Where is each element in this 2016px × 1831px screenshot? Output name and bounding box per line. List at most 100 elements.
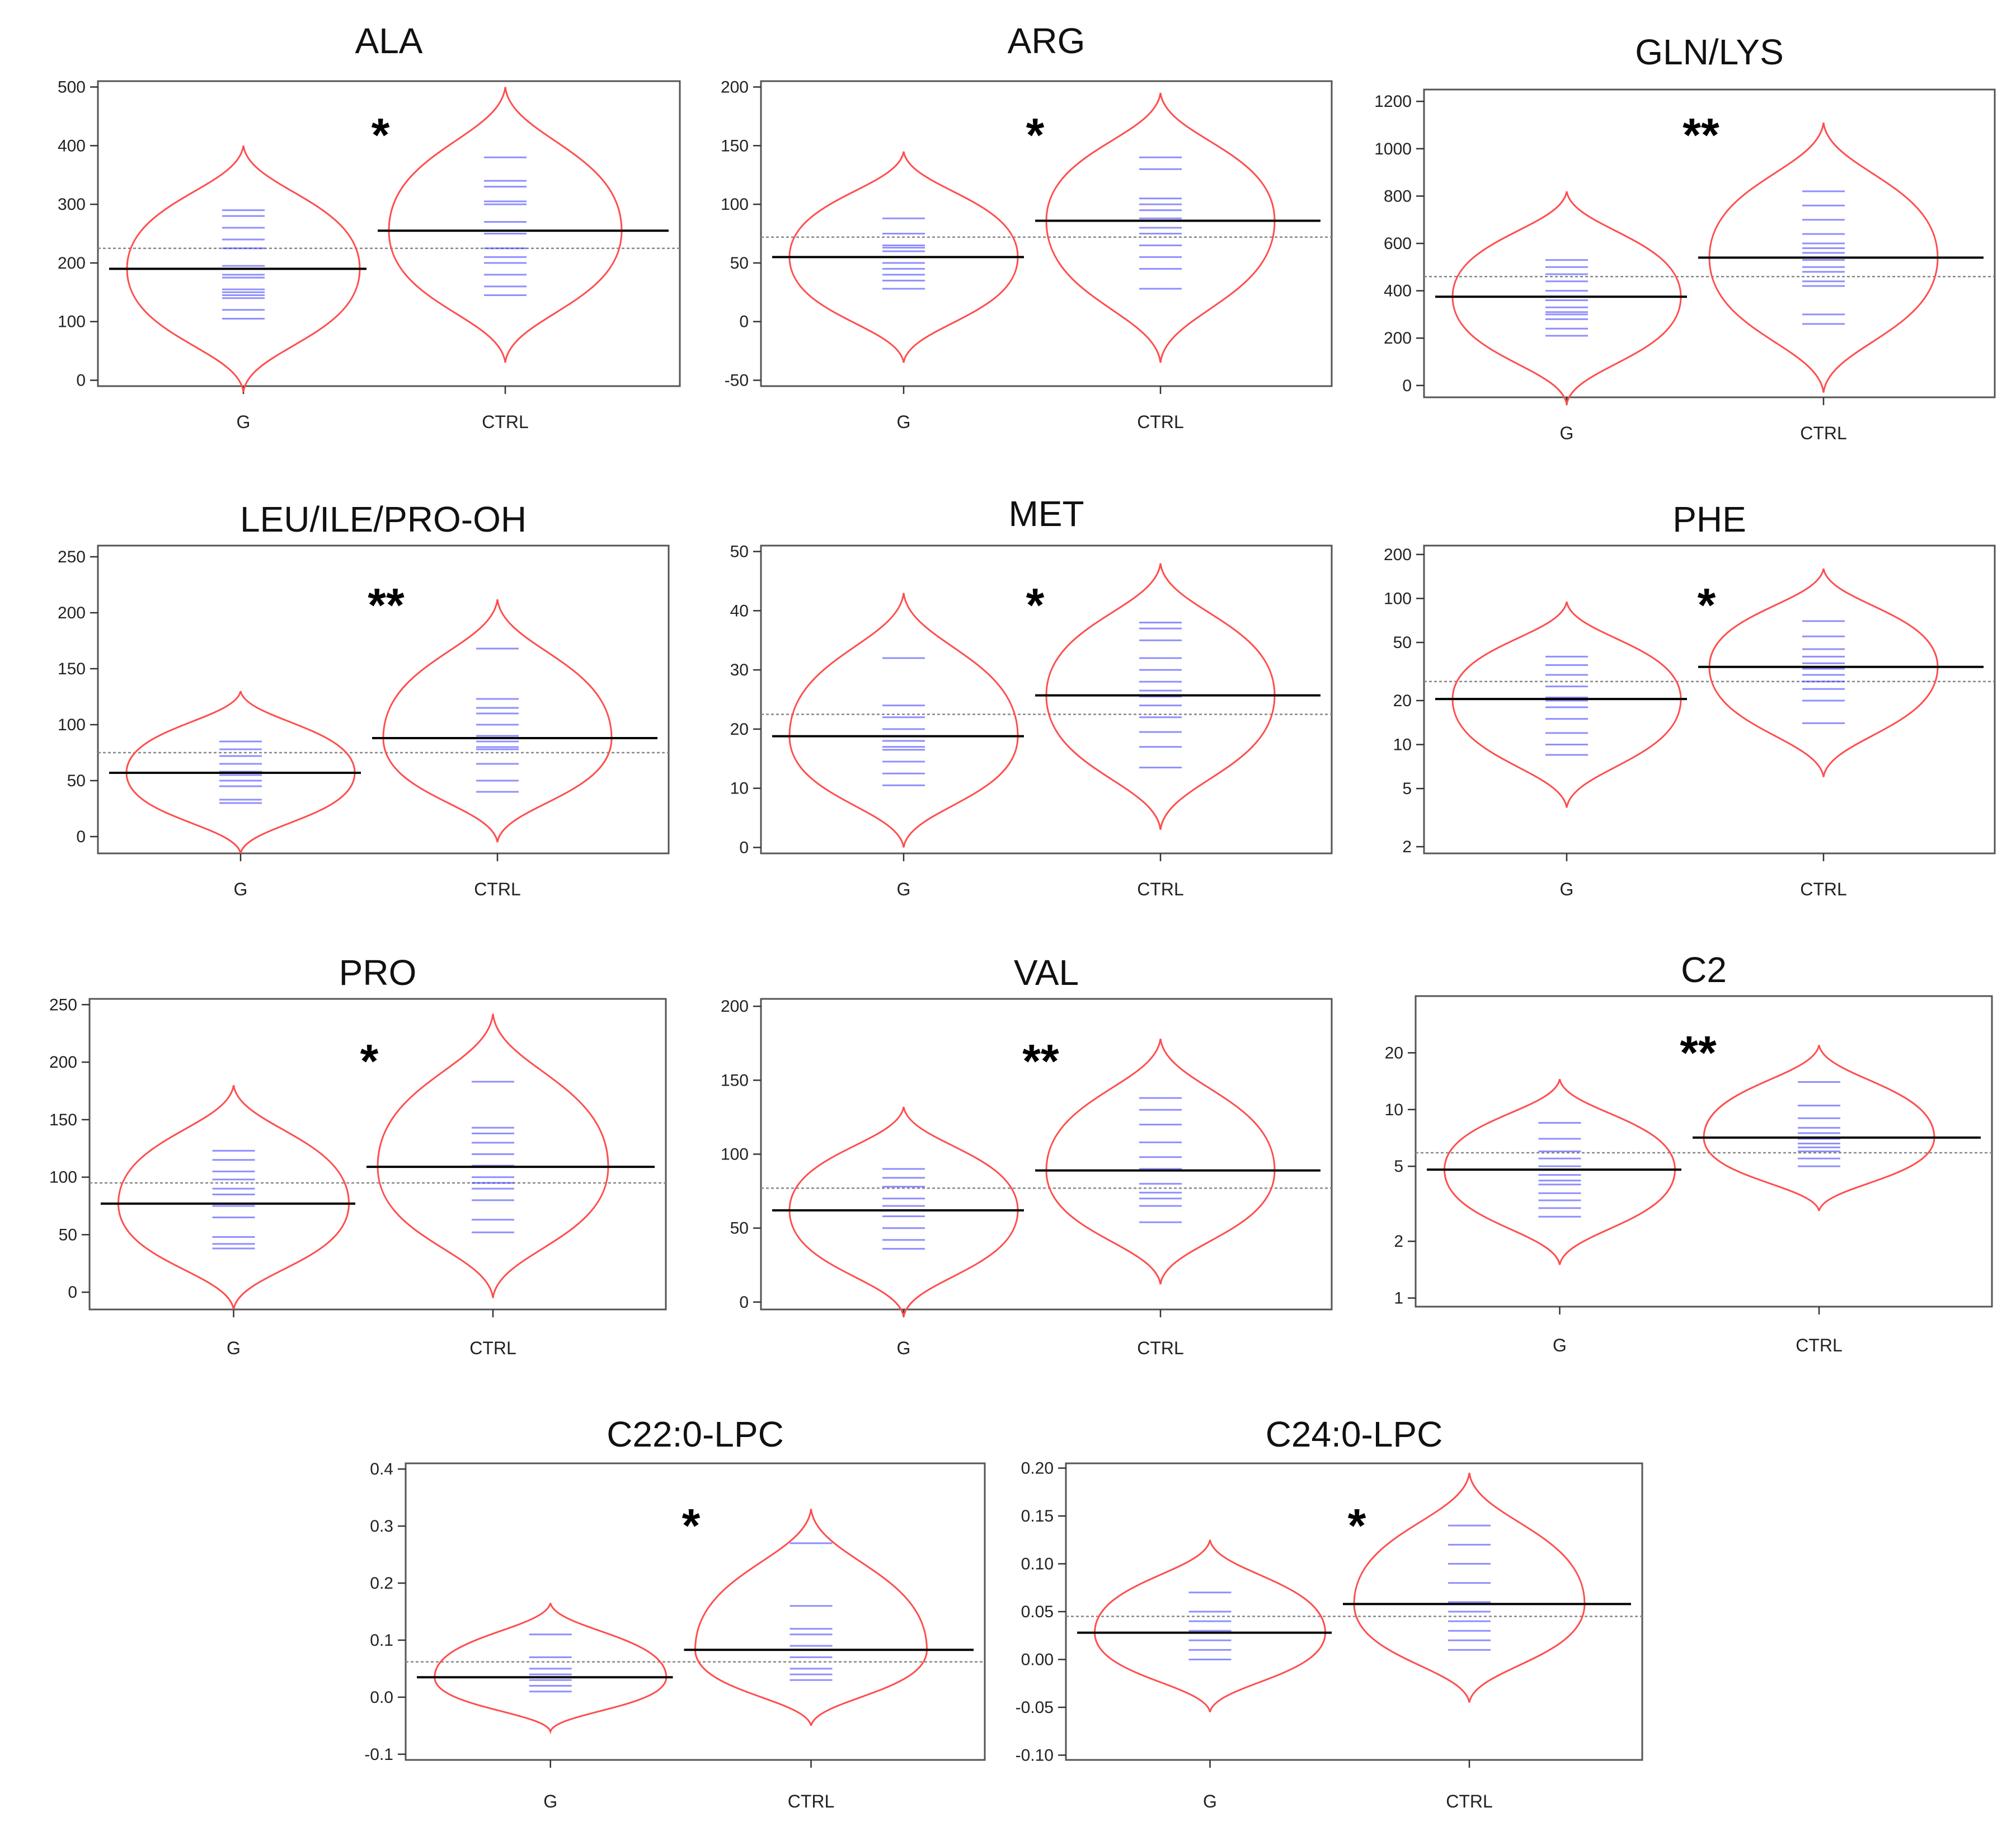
plot-frame bbox=[1415, 995, 1993, 1308]
category-label-ctrl: CTRL bbox=[1800, 879, 1847, 899]
plot-frame bbox=[1423, 544, 1996, 855]
chart-title: MET bbox=[1008, 494, 1084, 534]
y-tick-label: 0 bbox=[76, 372, 86, 390]
y-tick-label: -0.1 bbox=[364, 1745, 393, 1764]
violin-ctrl bbox=[377, 1013, 609, 1298]
y-tick-label: 150 bbox=[58, 660, 86, 678]
y-tick-label: 50 bbox=[59, 1226, 77, 1244]
y-tick-label: 50 bbox=[1393, 633, 1412, 652]
y-tick-label: 0.1 bbox=[370, 1631, 393, 1650]
plot-frame bbox=[760, 544, 1333, 855]
violin-g bbox=[125, 691, 356, 854]
y-tick-label: 0 bbox=[68, 1283, 77, 1302]
y-tick-label: 20 bbox=[730, 720, 749, 739]
significance-marker: ** bbox=[1680, 1026, 1717, 1079]
y-tick-label: 250 bbox=[49, 996, 77, 1014]
y-tick-label: 5 bbox=[1402, 780, 1412, 798]
panel-c24-0-lpc: C24:0-LPC -0.10 -0.05 0.00 0.05 0.10 0.15 0.20 G… bbox=[1016, 1414, 1643, 1811]
violin-g bbox=[434, 1603, 668, 1735]
plot-frame bbox=[760, 80, 1333, 387]
y-tick-label: 400 bbox=[1384, 282, 1412, 301]
y-tick-label: 800 bbox=[1384, 187, 1412, 205]
y-tick-label: 0.05 bbox=[1021, 1603, 1054, 1621]
chart-title: PRO bbox=[339, 952, 417, 993]
y-tick-label: 0 bbox=[739, 313, 749, 331]
significance-marker: * bbox=[372, 109, 390, 161]
violin-ctrl bbox=[1045, 1039, 1276, 1285]
violin-ctrl bbox=[1045, 92, 1276, 363]
panel-val: VAL 0 50 100 150 200 G CTRL ** bbox=[721, 952, 1333, 1358]
plot-frame bbox=[88, 998, 667, 1311]
category-label-g: G bbox=[543, 1791, 557, 1811]
y-tick-label: 200 bbox=[721, 78, 749, 96]
category-label-ctrl: CTRL bbox=[482, 412, 529, 432]
y-tick-label: 200 bbox=[721, 997, 749, 1016]
violin-ctrl bbox=[694, 1509, 928, 1726]
violin-g bbox=[1451, 191, 1682, 405]
significance-marker: ** bbox=[1683, 109, 1719, 161]
category-label-ctrl: CTRL bbox=[1137, 879, 1184, 899]
y-tick-label: 100 bbox=[58, 313, 86, 331]
violin-g bbox=[117, 1084, 350, 1310]
y-tick-label: 150 bbox=[721, 137, 749, 155]
panel-c2: C2 1 2 5 10 20 G CTRL ** bbox=[1385, 950, 1993, 1355]
violin-g bbox=[1451, 601, 1682, 808]
category-label-g: G bbox=[897, 879, 911, 899]
panel-c22-0-lpc: C22:0-LPC -0.1 0.0 0.1 0.2 0.3 0.4 G CTRL * bbox=[364, 1414, 986, 1811]
panel-phe: PHE 2 5 10 20 50 100 200 G CTRL * bbox=[1384, 499, 1996, 899]
y-tick-label: 100 bbox=[58, 716, 86, 734]
category-label-g: G bbox=[1560, 423, 1574, 443]
chart-title: C22:0-LPC bbox=[607, 1414, 784, 1454]
y-tick-label: 10 bbox=[730, 780, 749, 798]
category-label-ctrl: CTRL bbox=[788, 1791, 835, 1811]
chart-title: ARG bbox=[1008, 21, 1085, 61]
y-tick-label: 0 bbox=[76, 828, 86, 846]
y-tick-label: 200 bbox=[58, 604, 86, 622]
panel-met: MET 0 10 20 30 40 50 G CTRL * bbox=[730, 494, 1333, 899]
y-tick-label: 20 bbox=[1393, 692, 1412, 710]
y-tick-label: 1 bbox=[1394, 1289, 1403, 1308]
y-tick-label: 2 bbox=[1402, 838, 1412, 856]
y-tick-label: 0.4 bbox=[370, 1460, 393, 1478]
violin-ctrl bbox=[1708, 568, 1939, 777]
chart-title: VAL bbox=[1014, 952, 1079, 993]
violin-g bbox=[788, 593, 1019, 848]
y-tick-label: 200 bbox=[58, 254, 86, 273]
violin-ctrl bbox=[1353, 1472, 1586, 1703]
chart-title: PHE bbox=[1672, 499, 1746, 539]
y-tick-label: -0.05 bbox=[1016, 1698, 1054, 1717]
y-tick-label: -0.10 bbox=[1016, 1746, 1054, 1764]
y-tick-label: 100 bbox=[721, 1145, 749, 1164]
panel-pro: PRO 0 50 100 150 200 250 G CTRL * bbox=[49, 952, 667, 1358]
category-label-g: G bbox=[1560, 879, 1574, 899]
significance-marker: * bbox=[1698, 579, 1716, 631]
y-tick-label: 5 bbox=[1394, 1157, 1403, 1176]
significance-marker: * bbox=[1026, 109, 1045, 161]
violin-g bbox=[126, 145, 361, 392]
y-tick-label: 100 bbox=[49, 1168, 77, 1187]
y-tick-label: 0 bbox=[739, 838, 749, 857]
violin-ctrl bbox=[388, 87, 623, 363]
y-tick-label: 40 bbox=[730, 602, 749, 620]
y-tick-label: 250 bbox=[58, 548, 86, 566]
category-label-g: G bbox=[897, 412, 911, 432]
y-tick-label: 50 bbox=[67, 772, 86, 790]
y-tick-label: 100 bbox=[721, 195, 749, 214]
chart-title: GLN/LYS bbox=[1635, 32, 1784, 72]
plot-frame bbox=[405, 1462, 986, 1761]
significance-marker: ** bbox=[368, 579, 405, 631]
plot-frame bbox=[97, 544, 670, 855]
y-tick-label: 0 bbox=[739, 1293, 749, 1312]
y-tick-label: 0.00 bbox=[1021, 1650, 1054, 1669]
y-tick-label: 150 bbox=[49, 1111, 77, 1129]
significance-marker: * bbox=[1348, 1499, 1366, 1552]
y-tick-label: 0.20 bbox=[1021, 1459, 1054, 1478]
y-tick-label: 1200 bbox=[1374, 92, 1412, 111]
significance-marker: ** bbox=[1022, 1035, 1059, 1087]
category-label-g: G bbox=[227, 1338, 241, 1358]
category-label-ctrl: CTRL bbox=[1137, 412, 1184, 432]
category-label-g: G bbox=[1203, 1791, 1217, 1811]
chart-title: ALA bbox=[355, 21, 423, 61]
y-tick-label: 2 bbox=[1394, 1232, 1403, 1251]
